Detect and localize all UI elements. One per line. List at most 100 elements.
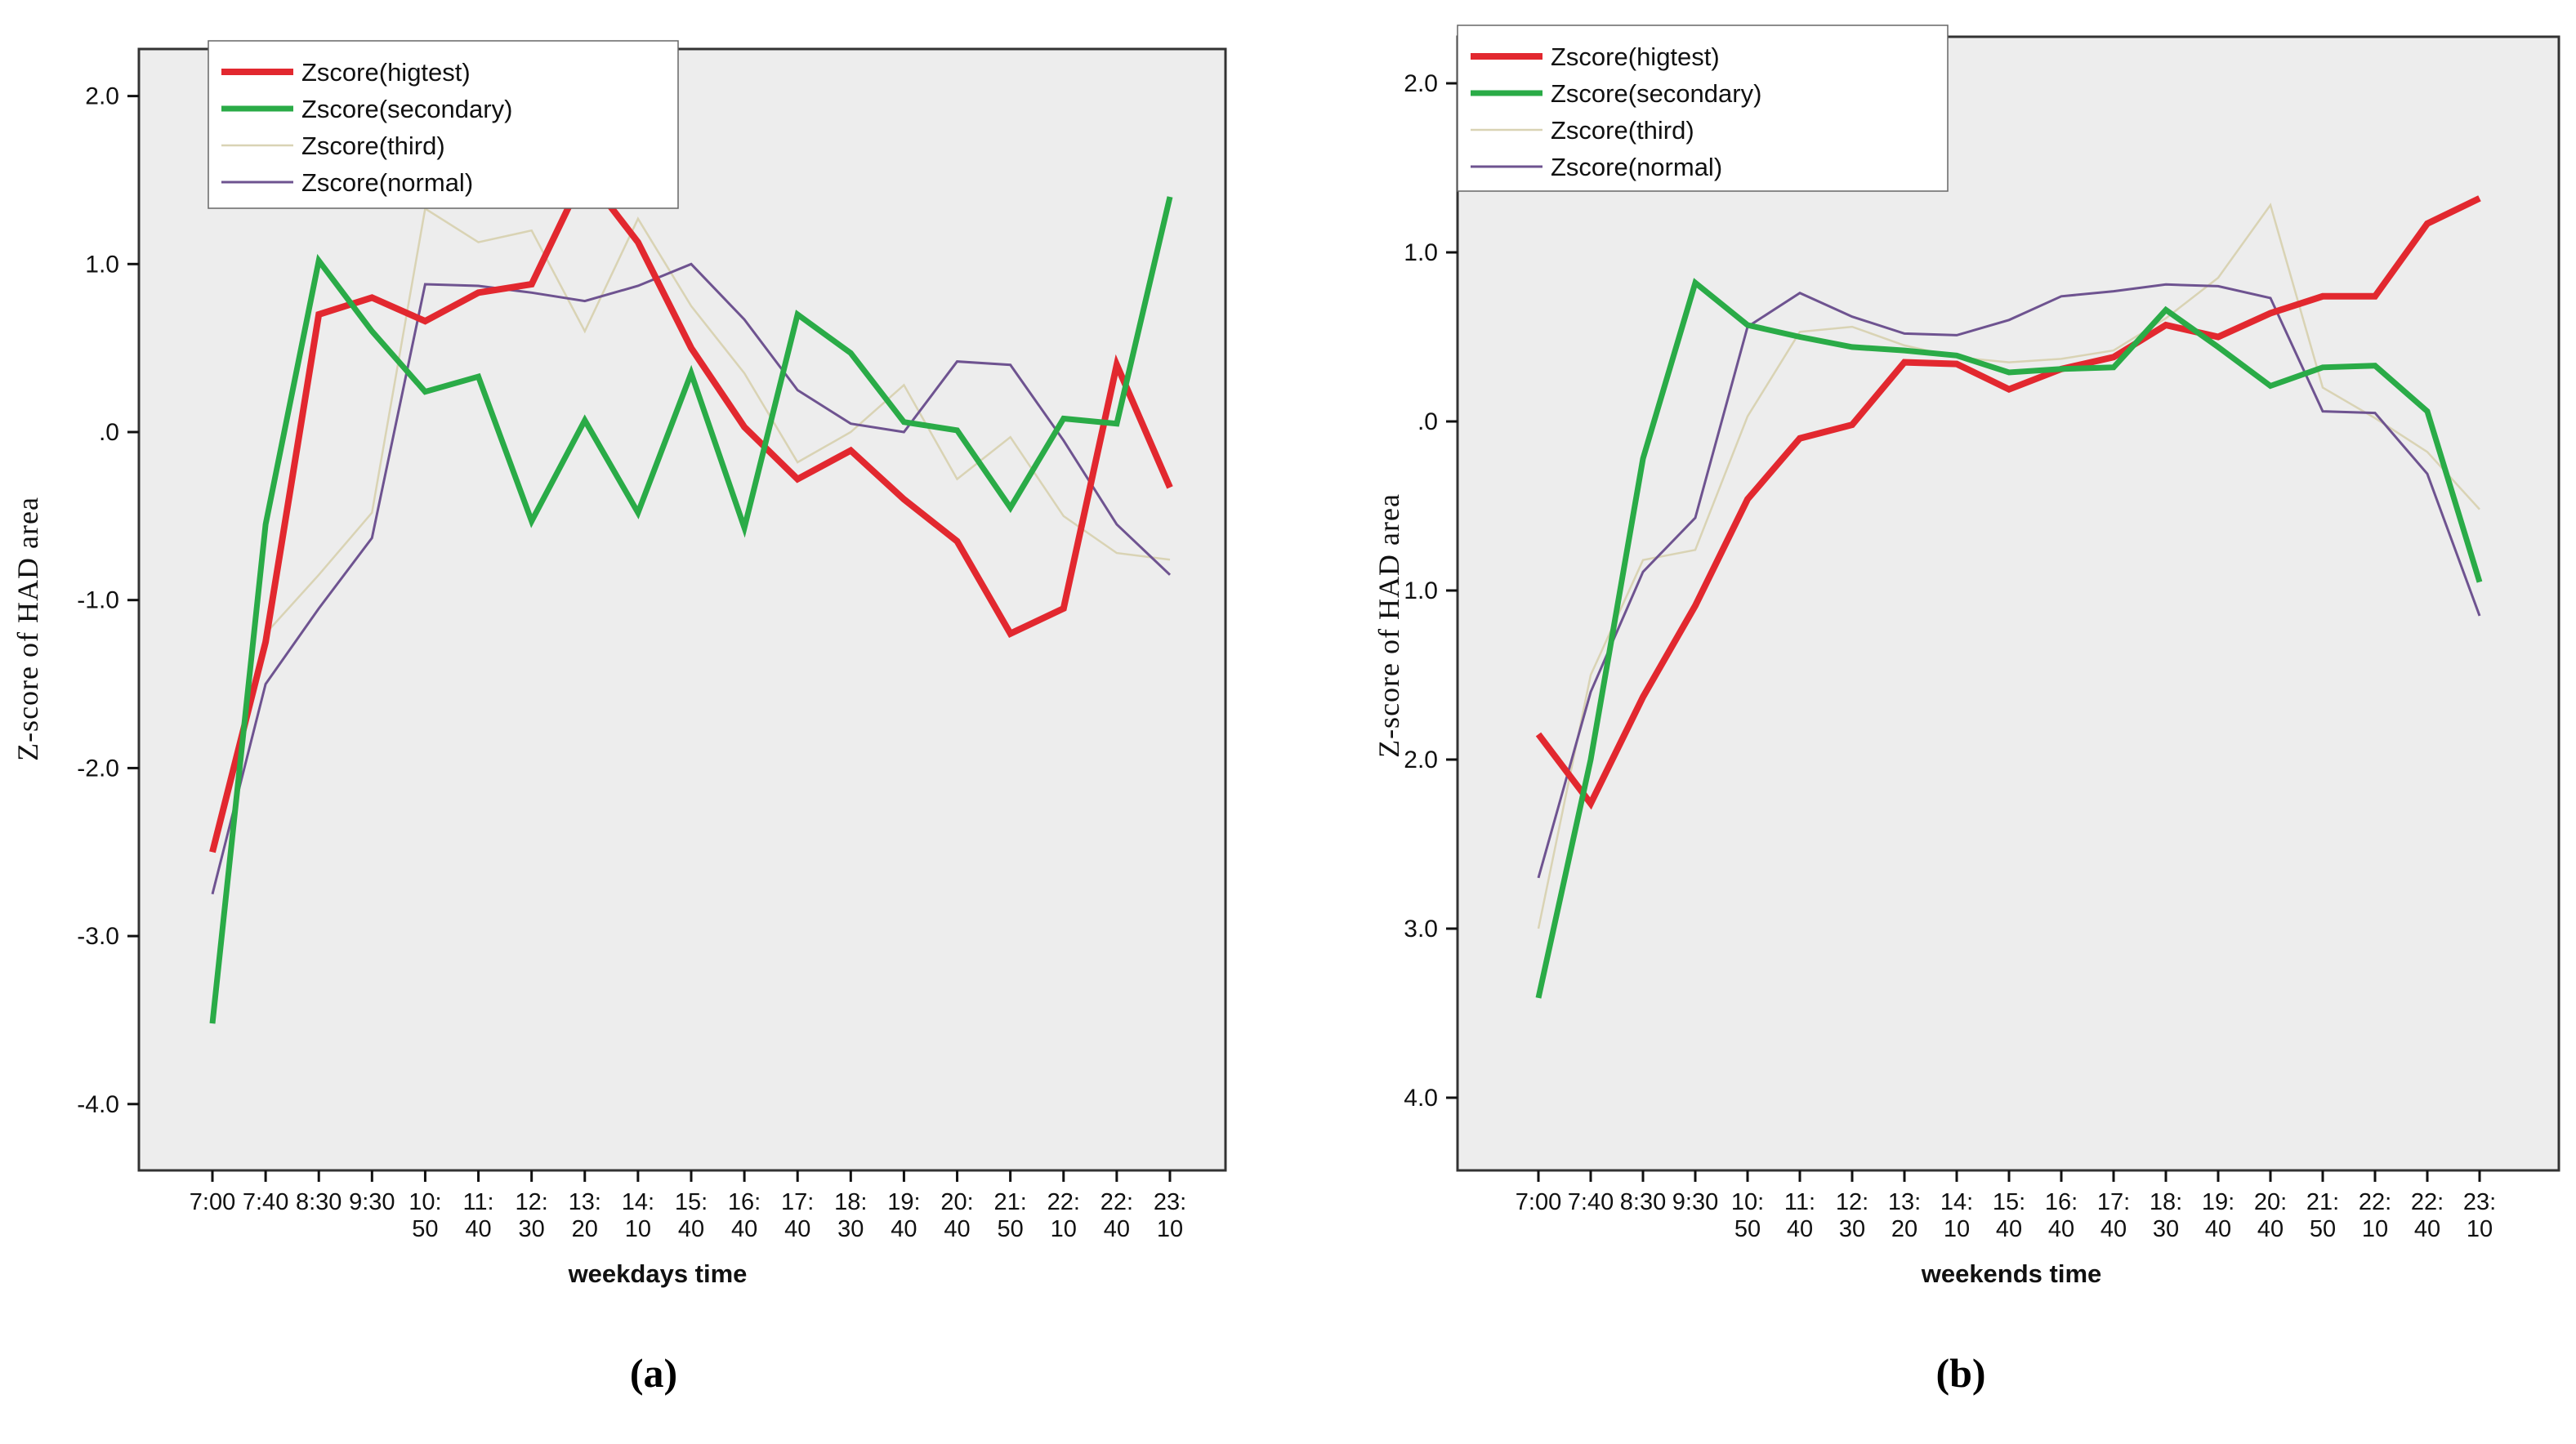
x-tick-label-b: 19: <box>2202 1189 2234 1215</box>
x-tick-label-b: 10 <box>2362 1216 2388 1242</box>
x-tick-label-a: 50 <box>998 1216 1024 1242</box>
x-tick-label-a: 10 <box>625 1216 651 1242</box>
x-tick-label-a: 40 <box>678 1216 704 1242</box>
x-tick-label-b: 40 <box>2205 1216 2231 1242</box>
plot-panel-a <box>137 47 1227 1172</box>
x-tick-label-b: 12: <box>1836 1189 1868 1215</box>
x-tick-label-a: 9:30 <box>349 1189 395 1215</box>
x-tick-label-b: 50 <box>2310 1216 2336 1242</box>
x-tick-label-b: 40 <box>1996 1216 2022 1242</box>
x-tick-label-b: 23: <box>2463 1189 2496 1215</box>
series-line-Zscorethird-b <box>1537 203 2480 929</box>
x-tick-label-a: 18: <box>834 1189 867 1215</box>
y-tick-label-a: -1.0 <box>77 587 119 614</box>
x-tick-label-a: 22: <box>1047 1189 1080 1215</box>
legend-label-Zscoresecondary-a: Zscore(secondary) <box>301 95 512 123</box>
x-tick-label-a: 30 <box>519 1216 545 1242</box>
legend-label-Zscorenormal-a: Zscore(normal) <box>301 168 473 197</box>
x-tick-label-b: 40 <box>2257 1216 2284 1242</box>
legend-label-Zscorehigtest-a: Zscore(higtest) <box>301 58 471 87</box>
x-tick-label-b: 40 <box>1787 1216 1813 1242</box>
x-tick-label-a: 7:40 <box>243 1189 288 1215</box>
x-axis-title-weekdays: weekdays time <box>568 1259 748 1288</box>
x-tick-label-b: 20 <box>1891 1216 1917 1242</box>
series-line-Zscorehigtest-a <box>209 167 1173 853</box>
y-axis-title-b: Z-score of HAD area <box>1373 493 1405 758</box>
x-tick-label-a: 20: <box>940 1189 973 1215</box>
x-tick-label-b: 40 <box>2414 1216 2440 1242</box>
x-tick-label-b: 40 <box>2048 1216 2074 1242</box>
legend-label-Zscorethird-b: Zscore(third) <box>1551 116 1694 145</box>
y-tick-label-a: -4.0 <box>77 1091 119 1118</box>
x-tick-label-a: 15: <box>675 1189 708 1215</box>
legend-label-Zscorethird-a: Zscore(third) <box>301 131 445 160</box>
x-tick-label-a: 14: <box>622 1189 654 1215</box>
y-tick-label-b: 1.0 <box>1404 577 1438 604</box>
x-tick-label-a: 40 <box>465 1216 491 1242</box>
x-tick-label-b: 18: <box>2150 1189 2182 1215</box>
y-tick-label-a: -3.0 <box>77 923 119 950</box>
x-tick-label-b: 40 <box>2101 1216 2127 1242</box>
legend-box-b <box>1457 25 1949 192</box>
x-axis-title-weekends: weekends time <box>1921 1259 2102 1288</box>
x-tick-label-b: 10 <box>1944 1216 1970 1242</box>
series-line-Zscorehigtest-b <box>1535 195 2481 810</box>
series-line-Zscorenormal-a <box>211 262 1172 895</box>
x-tick-label-a: 30 <box>837 1216 864 1242</box>
series-line-Zscoresecondary-a <box>209 196 1173 1024</box>
x-tick-label-a: 12: <box>515 1189 547 1215</box>
x-tick-label-a: 40 <box>944 1216 970 1242</box>
x-tick-label-a: 17: <box>781 1189 814 1215</box>
legend-label-Zscoresecondary-b: Zscore(secondary) <box>1551 79 1761 108</box>
legend-label-Zscorehigtest-b: Zscore(higtest) <box>1551 42 1720 71</box>
x-tick-label-a: 40 <box>731 1216 757 1242</box>
x-tick-label-b: 22: <box>2411 1189 2444 1215</box>
y-tick-label-a: .0 <box>99 419 119 446</box>
x-tick-label-b: 15: <box>1993 1189 2025 1215</box>
x-tick-label-a: 20 <box>572 1216 598 1242</box>
legend-label-Zscorenormal-b: Zscore(normal) <box>1551 153 1722 181</box>
subfigure-caption-b: (b) <box>1935 1350 1986 1396</box>
y-tick-label-b: 2.0 <box>1404 747 1438 773</box>
x-tick-label-b: 16: <box>2045 1189 2078 1215</box>
series-line-Zscoresecondary-b <box>1535 278 2483 999</box>
x-tick-label-a: 7:00 <box>190 1189 235 1215</box>
x-tick-label-b: 11: <box>1784 1189 1815 1215</box>
x-tick-label-a: 11: <box>462 1189 493 1215</box>
y-tick-label-a: 2.0 <box>85 83 119 110</box>
y-tick-label-a: -2.0 <box>77 755 119 782</box>
x-tick-label-b: 7:00 <box>1516 1189 1561 1215</box>
x-tick-label-b: 21: <box>2306 1189 2339 1215</box>
x-tick-label-b: 9:30 <box>1672 1189 1718 1215</box>
subfigure-caption-a: (a) <box>629 1350 678 1396</box>
x-tick-label-a: 10: <box>408 1189 441 1215</box>
x-tick-label-a: 50 <box>412 1216 438 1242</box>
x-tick-label-a: 8:30 <box>296 1189 342 1215</box>
x-tick-label-b: 50 <box>1734 1216 1761 1242</box>
x-tick-label-a: 21: <box>993 1189 1026 1215</box>
x-tick-label-a: 13: <box>569 1189 601 1215</box>
x-tick-label-b: 10: <box>1731 1189 1764 1215</box>
x-tick-label-b: 22: <box>2359 1189 2391 1215</box>
y-tick-label-b: 1.0 <box>1404 239 1438 266</box>
x-tick-label-a: 22: <box>1100 1189 1133 1215</box>
x-tick-label-a: 40 <box>891 1216 917 1242</box>
x-tick-label-a: 40 <box>784 1216 810 1242</box>
x-tick-label-b: 17: <box>2097 1189 2130 1215</box>
y-axis-title-a: Z-score of HAD area <box>11 497 44 761</box>
x-tick-label-b: 30 <box>1839 1216 1865 1242</box>
x-tick-label-a: 19: <box>887 1189 920 1215</box>
x-tick-label-a: 23: <box>1154 1189 1186 1215</box>
series-line-Zscorethird-a <box>211 207 1171 845</box>
x-tick-label-a: 40 <box>1104 1216 1130 1242</box>
x-tick-label-a: 10 <box>1051 1216 1077 1242</box>
x-tick-label-b: 20: <box>2254 1189 2287 1215</box>
x-tick-label-b: 10 <box>2467 1216 2493 1242</box>
series-line-Zscorenormal-b <box>1537 283 2481 879</box>
x-tick-label-b: 14: <box>1940 1189 1973 1215</box>
y-tick-label-b: 3.0 <box>1404 916 1438 943</box>
y-tick-label-b: .0 <box>1417 408 1438 435</box>
y-tick-label-b: 4.0 <box>1404 1085 1438 1112</box>
x-tick-label-b: 30 <box>2153 1216 2179 1242</box>
